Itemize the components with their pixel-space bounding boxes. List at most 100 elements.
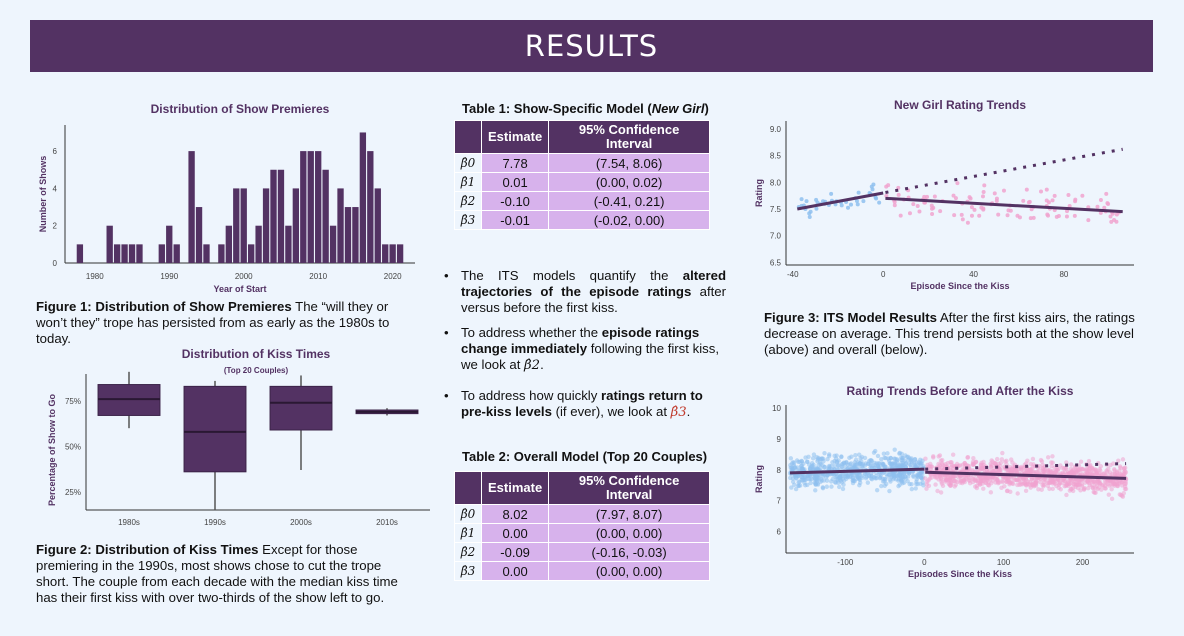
- data-point: [899, 455, 904, 461]
- data-point: [887, 488, 892, 494]
- data-point: [793, 486, 799, 492]
- data-point: [967, 195, 972, 200]
- data-point: [1031, 215, 1036, 220]
- data-point: [1015, 477, 1020, 482]
- data-point: [974, 483, 980, 489]
- data-point: [873, 448, 878, 454]
- y-tick-label: 4: [53, 184, 58, 193]
- figure3-caption-text: After the first kiss airs, the ratings d…: [764, 310, 1135, 357]
- data-point: [838, 473, 843, 479]
- data-point: [830, 460, 835, 465]
- data-point: [811, 452, 817, 457]
- beta3-symbol: β̂3: [670, 405, 687, 420]
- data-point: [854, 476, 859, 481]
- data-point: [1002, 459, 1008, 464]
- data-point: [1122, 484, 1128, 489]
- data-point: [921, 483, 926, 488]
- data-point: [808, 480, 813, 486]
- table-row: β̂1 0.01 (0.00, 0.02): [454, 172, 710, 192]
- y-tick-label: 9.0: [770, 125, 782, 134]
- y-tick-label: 75%: [65, 397, 81, 406]
- data-point: [1108, 462, 1113, 468]
- data-point: [1020, 476, 1026, 481]
- table1: Estimate 95% Confidence Interval β̂0 7.78…: [454, 120, 710, 230]
- data-point: [1039, 487, 1044, 492]
- data-point: [869, 458, 875, 464]
- bar: [315, 151, 322, 263]
- data-point: [996, 212, 1001, 217]
- table1-title-prefix: Table 1: Show-Specific Model (: [462, 101, 652, 116]
- table-row: β̂3 -0.01 (-0.02, 0.00): [454, 210, 710, 230]
- table-row: β̂2 -0.09 (-0.16, -0.03): [454, 542, 710, 562]
- results-banner: RESULTS: [30, 20, 1153, 72]
- data-point: [1049, 470, 1055, 475]
- data-point: [867, 473, 872, 478]
- data-point: [1114, 212, 1119, 217]
- data-point: [826, 452, 832, 457]
- data-point: [810, 456, 816, 461]
- data-point: [822, 450, 827, 456]
- data-point: [1064, 209, 1069, 214]
- y-tick-label: 25%: [65, 488, 81, 497]
- table2-header-ci: 95% Confidence Interval: [548, 471, 710, 505]
- y-tick-label: 6: [53, 147, 58, 156]
- bar: [389, 244, 396, 263]
- data-point: [807, 214, 812, 219]
- data-point: [1072, 213, 1077, 218]
- data-point: [1092, 479, 1098, 485]
- y-axis-label: Rating: [754, 465, 764, 493]
- data-point: [818, 461, 823, 467]
- data-point: [877, 471, 882, 477]
- data-point: [1114, 481, 1120, 487]
- data-point: [801, 461, 806, 466]
- data-point: [886, 183, 891, 188]
- data-point: [1075, 467, 1081, 472]
- x-tick-label: 2000s: [290, 518, 312, 527]
- bar: [337, 188, 344, 263]
- data-point: [797, 479, 802, 485]
- table-cell: (7.97, 8.07): [548, 504, 710, 524]
- data-point: [885, 451, 890, 456]
- data-point: [1044, 198, 1049, 203]
- beta0-symbol: β̂0: [454, 504, 482, 524]
- data-point: [840, 486, 846, 492]
- bullet2-text: To address whether the: [461, 325, 602, 340]
- data-point: [875, 453, 881, 459]
- data-point: [922, 194, 927, 199]
- table1-title-italic: New Girl: [651, 101, 705, 116]
- data-point: [925, 462, 930, 468]
- figure2-caption: Figure 2: Distribution of Kiss Times Exc…: [36, 542, 416, 606]
- data-point: [1031, 469, 1036, 474]
- data-point: [839, 466, 844, 471]
- data-point: [862, 455, 868, 461]
- figure2-caption-label: Figure 2: Distribution of Kiss Times: [36, 542, 259, 557]
- data-point: [1075, 477, 1081, 482]
- data-point: [892, 447, 897, 452]
- data-point: [820, 485, 826, 490]
- table-row: β̂3 0.00 (0.00, 0.00): [454, 561, 710, 581]
- data-point: [990, 475, 996, 480]
- data-point: [984, 477, 989, 482]
- y-tick-label: 7: [777, 497, 782, 506]
- beta3-symbol: β̂3: [454, 210, 482, 230]
- data-point: [981, 486, 986, 491]
- data-point: [1006, 208, 1011, 213]
- bar: [128, 244, 136, 263]
- data-point: [1001, 188, 1006, 193]
- y-axis-label: Number of Shows: [38, 156, 48, 233]
- data-point: [813, 488, 818, 493]
- data-point: [1049, 460, 1054, 465]
- x-tick-label: 200: [1076, 558, 1090, 567]
- table1-header-ci: 95% Confidence Interval: [548, 120, 710, 154]
- data-point: [955, 181, 960, 186]
- data-point: [1108, 214, 1113, 219]
- data-point: [1041, 483, 1046, 489]
- data-point: [981, 190, 986, 195]
- beta0-symbol: β̂0: [454, 153, 482, 173]
- data-point: [931, 454, 936, 459]
- premieres-chart: Distribution of Show Premieres 1980 1990 20…: [30, 97, 420, 297]
- figure1-caption: Figure 1: Distribution of Show Premieres…: [36, 299, 416, 347]
- data-point: [906, 471, 912, 476]
- data-point: [1092, 490, 1097, 495]
- data-point: [836, 463, 842, 468]
